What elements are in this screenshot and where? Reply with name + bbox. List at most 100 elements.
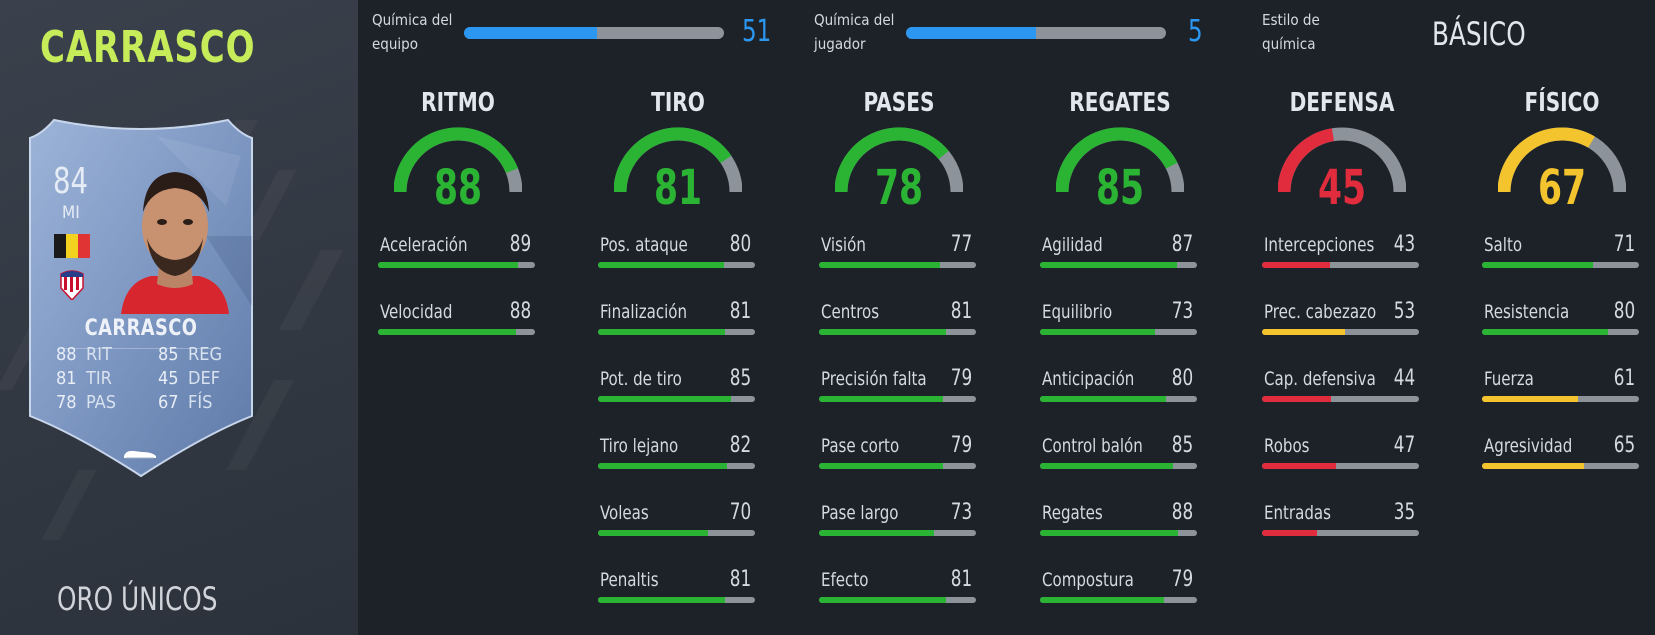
attribute-name: Velocidad <box>380 301 453 323</box>
attribute-row[interactable]: Equilibrio 73 <box>1040 299 1197 341</box>
attribute-row[interactable]: Centros 81 <box>819 299 976 341</box>
attribute-bar <box>598 597 755 603</box>
attribute-bar-fill <box>1482 463 1585 469</box>
attribute-bar <box>598 329 755 335</box>
attribute-row[interactable]: Control balón 85 <box>1040 433 1197 475</box>
attribute-name: Anticipación <box>1042 368 1135 390</box>
attribute-value: 79 <box>950 366 972 391</box>
attribute-name: Voleas <box>600 502 649 524</box>
attribute-bar-fill <box>819 396 944 402</box>
attribute-row[interactable]: Regates 88 <box>1040 500 1197 542</box>
attribute-bar-fill <box>819 262 940 268</box>
attribute-row[interactable]: Agilidad 87 <box>1040 232 1197 274</box>
attribute-row[interactable]: Entradas 35 <box>1262 500 1419 542</box>
card-stat-pace: 88 RIT <box>56 344 112 365</box>
attribute-bar-fill <box>378 329 517 335</box>
attribute-bar <box>1262 396 1419 402</box>
attribute-bar-fill <box>1040 597 1165 603</box>
attribute-value: 79 <box>1171 567 1193 592</box>
attribute-row[interactable]: Intercepciones 43 <box>1262 232 1419 274</box>
category-title: REGATES <box>1069 88 1171 118</box>
attribute-value: 80 <box>729 232 751 257</box>
card-player-name: CARRASCO <box>84 316 198 341</box>
attribute-row[interactable]: Robos 47 <box>1262 433 1419 475</box>
attribute-bar-fill <box>1482 396 1578 402</box>
attribute-bar-fill <box>1482 329 1608 335</box>
chemistry-style-value[interactable]: BÁSICO <box>1432 15 1526 53</box>
attribute-row[interactable]: Cap. defensiva 44 <box>1262 366 1419 408</box>
attribute-value: 81 <box>950 299 972 324</box>
category-rating: 88 <box>433 160 483 216</box>
attribute-row[interactable]: Agresividad 65 <box>1482 433 1639 475</box>
attribute-name: Entradas <box>1264 502 1331 524</box>
team-chemistry-fill <box>464 27 597 39</box>
attribute-row[interactable]: Finalización 81 <box>598 299 755 341</box>
attribute-row[interactable]: Anticipación 80 <box>1040 366 1197 408</box>
attribute-value: 85 <box>729 366 751 391</box>
attribute-name: Compostura <box>1042 569 1134 591</box>
attribute-value: 73 <box>950 500 972 525</box>
attribute-bar-fill <box>1040 262 1177 268</box>
team-chemistry-value: 51 <box>742 14 772 49</box>
attribute-value: 88 <box>509 299 531 324</box>
attribute-bar-fill <box>1040 530 1179 536</box>
attribute-name: Finalización <box>600 301 688 323</box>
attribute-row[interactable]: Precisión falta 79 <box>819 366 976 408</box>
attribute-row[interactable]: Pos. ataque 80 <box>598 232 755 274</box>
player-name-heading: CARRASCO <box>40 22 256 73</box>
attribute-row[interactable]: Resistencia 80 <box>1482 299 1639 341</box>
attribute-bar-fill <box>1262 463 1336 469</box>
player-chemistry-value: 5 <box>1188 14 1203 49</box>
attribute-row[interactable]: Penaltis 81 <box>598 567 755 609</box>
attribute-name: Tiro lejano <box>600 435 679 457</box>
attribute-name: Aceleración <box>380 234 468 256</box>
attribute-row[interactable]: Tiro lejano 82 <box>598 433 755 475</box>
boot-icon <box>124 450 156 459</box>
attribute-value: 88 <box>1171 500 1193 525</box>
attribute-row[interactable]: Aceleración 89 <box>378 232 535 274</box>
attribute-row[interactable]: Voleas 70 <box>598 500 755 542</box>
attribute-name: Precisión falta <box>821 368 927 390</box>
attribute-bar-fill <box>598 463 727 469</box>
team-chemistry-bar <box>464 27 724 39</box>
attribute-row[interactable]: Velocidad 88 <box>378 299 535 341</box>
player-chemistry-label: Química del jugador <box>814 11 895 53</box>
chemistry-style-label: Estilo de química <box>1262 11 1320 53</box>
attribute-bar <box>819 597 976 603</box>
attribute-bar <box>819 530 976 536</box>
belgium-flag-icon <box>54 234 90 258</box>
player-chemistry-bar <box>906 27 1166 39</box>
attribute-row[interactable]: Compostura 79 <box>1040 567 1197 609</box>
attribute-bar-fill <box>598 597 726 603</box>
attribute-bar <box>1482 396 1639 402</box>
attribute-bar <box>1482 262 1639 268</box>
attribute-bar <box>598 463 755 469</box>
attribute-row[interactable]: Salto 71 <box>1482 232 1639 274</box>
attribute-row[interactable]: Pase corto 79 <box>819 433 976 475</box>
card-stat-dribbling: 85 REG <box>158 344 223 365</box>
attribute-row[interactable]: Prec. cabezazo 53 <box>1262 299 1419 341</box>
attribute-name: Fuerza <box>1484 368 1534 390</box>
attribute-bar-fill <box>819 597 947 603</box>
attribute-bar <box>1040 530 1197 536</box>
attribute-row[interactable]: Pase largo 73 <box>819 500 976 542</box>
attribute-row[interactable]: Visión 77 <box>819 232 976 274</box>
attribute-row[interactable]: Fuerza 61 <box>1482 366 1639 408</box>
attribute-bar <box>1040 329 1197 335</box>
category-gauge <box>1056 127 1184 193</box>
attribute-value: 87 <box>1171 232 1193 257</box>
attribute-name: Pos. ataque <box>600 234 688 256</box>
player-card[interactable]: 84 MI CARRASCO 88 RIT 81 TIR <box>26 116 256 481</box>
attribute-bar-fill <box>1040 463 1174 469</box>
team-chemistry-label: Química del equipo <box>372 11 453 53</box>
attribute-bar <box>819 262 976 268</box>
attribute-row[interactable]: Efecto 81 <box>819 567 976 609</box>
attribute-value: 82 <box>729 433 751 458</box>
attribute-bar <box>1482 329 1639 335</box>
attribute-name: Penaltis <box>600 569 659 591</box>
card-stat-physical: 67 FÍS <box>158 392 213 413</box>
attribute-name: Cap. defensiva <box>1264 368 1376 390</box>
attribute-row[interactable]: Pot. de tiro 85 <box>598 366 755 408</box>
attribute-value: 79 <box>950 433 972 458</box>
attribute-value: 80 <box>1613 299 1635 324</box>
